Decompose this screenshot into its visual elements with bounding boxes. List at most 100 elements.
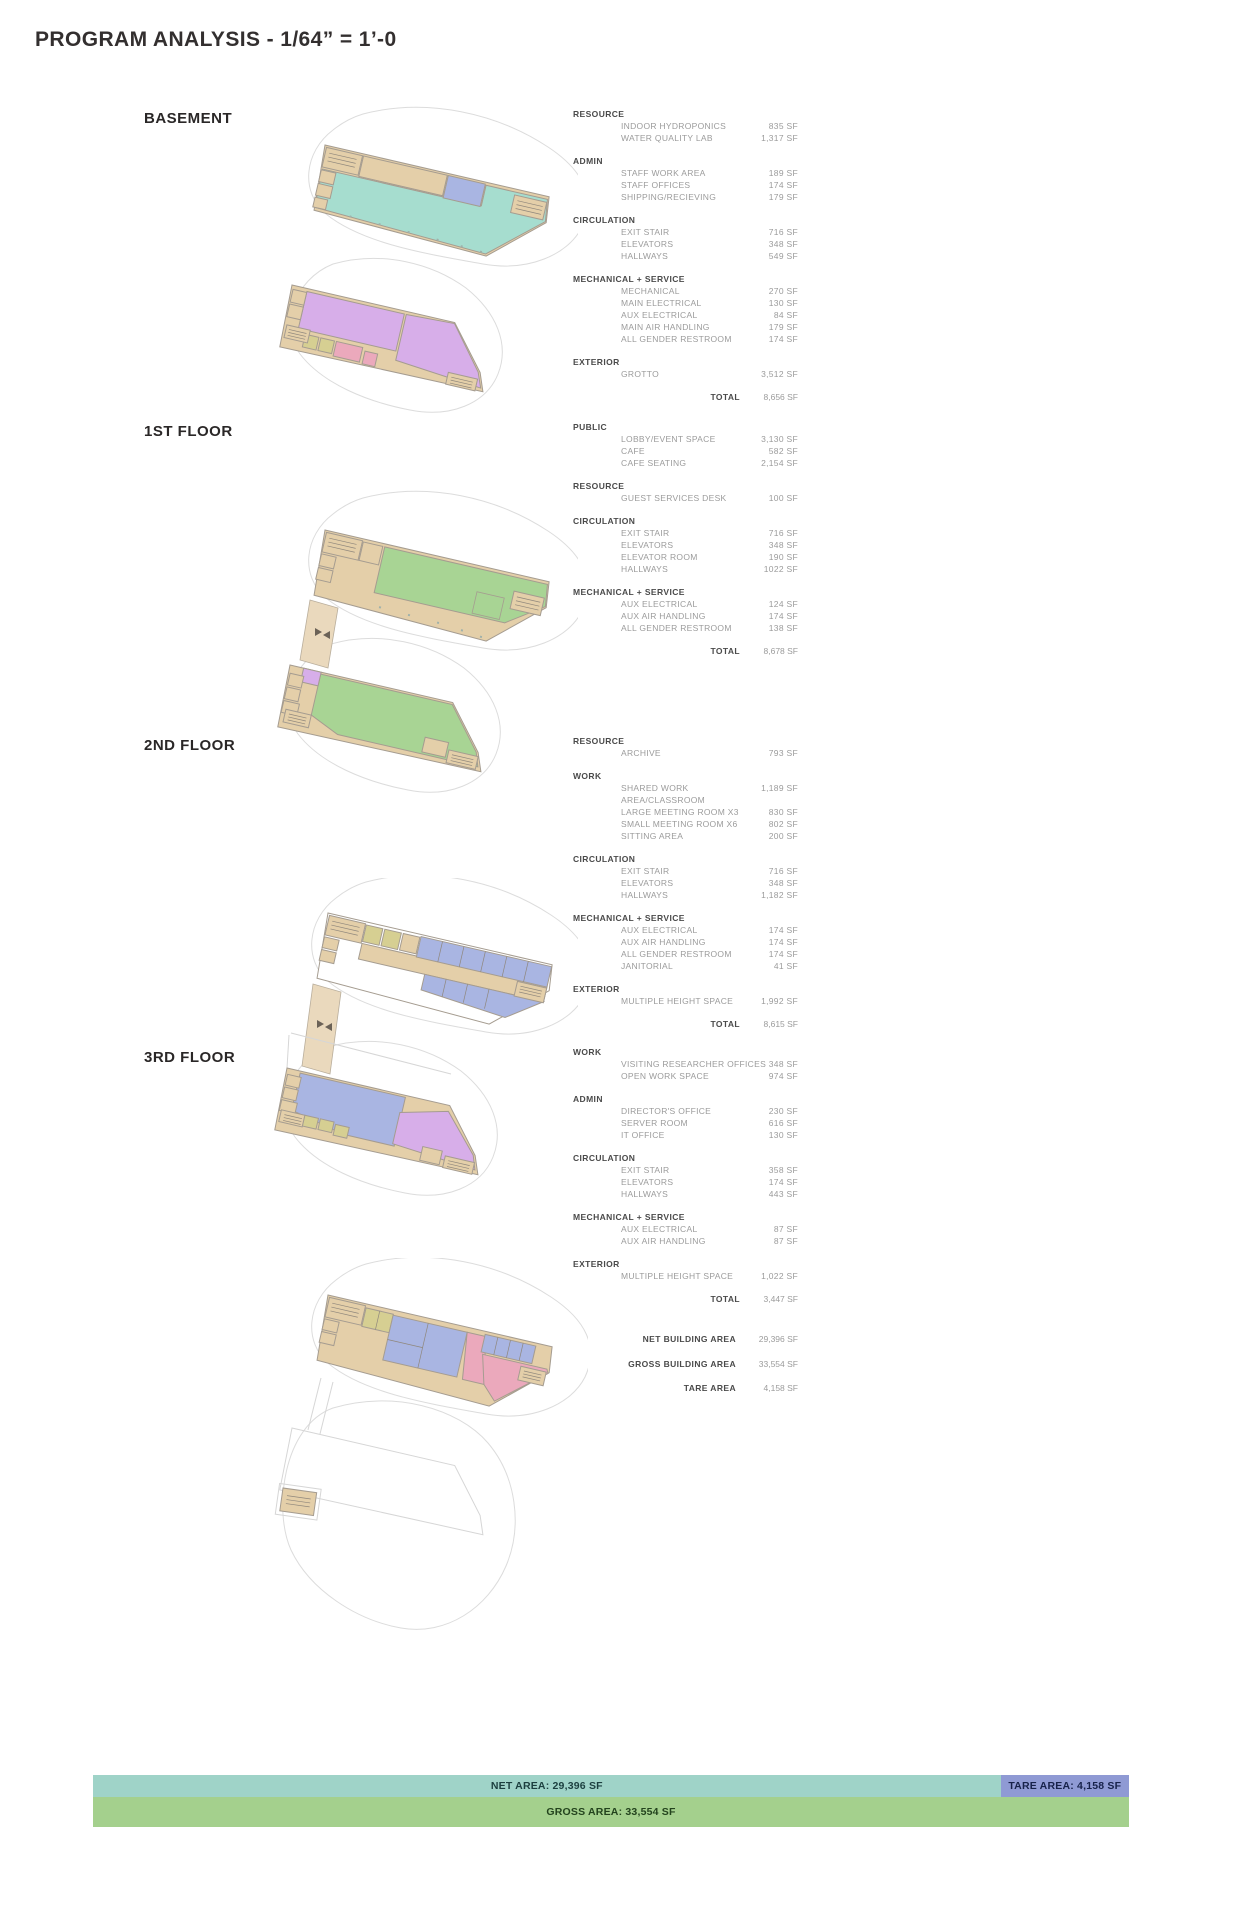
- program-row: AUX ELECTRICAL 124 SF: [573, 598, 798, 610]
- program-name: MULTIPLE HEIGHT SPACE: [621, 996, 734, 1006]
- program-area: 1,022 SF: [761, 1271, 798, 1281]
- program-area: 174 SF: [768, 334, 798, 344]
- program-name: INDOOR HYDROPONICS: [621, 121, 727, 131]
- category-label: MECHANICAL + SERVICE: [573, 1212, 685, 1222]
- program-row: CAFE SEATING 2,154 SF: [573, 457, 798, 469]
- program-name: ALL GENDER RESTROOM: [621, 623, 732, 633]
- program-row: ALL GENDER RESTROOM 174 SF: [573, 948, 798, 960]
- program-row: SERVER ROOM 616 SF: [573, 1117, 798, 1129]
- program-name: MECHANICAL: [621, 286, 680, 296]
- program-name: CAFE SEATING: [621, 458, 687, 468]
- stair-icon: [519, 985, 542, 998]
- program-name: HALLWAYS: [621, 251, 669, 261]
- program-area: 716 SF: [768, 227, 798, 237]
- program-area: 100 SF: [768, 493, 798, 503]
- program-area: 189 SF: [768, 168, 798, 178]
- category-label: CIRCULATION: [573, 516, 636, 526]
- category-label: MECHANICAL + SERVICE: [573, 587, 685, 597]
- category-label: RESOURCE: [573, 109, 625, 119]
- program-area: 348 SF: [768, 1059, 798, 1069]
- category-label: CIRCULATION: [573, 854, 636, 864]
- program-row: ELEVATORS 348 SF: [573, 238, 798, 250]
- program-name: VISITING RESEARCHER OFFICES: [621, 1059, 767, 1069]
- program-name: LOBBY/EVENT SPACE: [621, 434, 716, 444]
- program-area: 716 SF: [768, 528, 798, 538]
- program-area: 200 SF: [768, 831, 798, 841]
- floor-total-row: TOTAL 8,656 SF: [573, 391, 798, 403]
- program-name: AUX AIR HANDLING: [621, 611, 706, 621]
- program-row: EXIT STAIR 716 SF: [573, 527, 798, 539]
- program-name: ALL GENDER RESTROOM: [621, 949, 732, 959]
- total-label: TOTAL: [710, 1019, 740, 1029]
- program-area: 179 SF: [768, 322, 798, 332]
- program-area: 174 SF: [768, 925, 798, 935]
- program-area: 130 SF: [768, 298, 798, 308]
- second-floor-area-table: RESOURCE ARCHIVE 793 SF WORK SHARED WORK ARE…: [573, 735, 798, 1030]
- stair-icon: [450, 754, 474, 766]
- program-row: ALL GENDER RESTROOM 138 SF: [573, 622, 798, 634]
- program-area: 41 SF: [773, 961, 798, 971]
- gross-area-bar: GROSS AREA: 33,554 SF: [93, 1797, 1129, 1827]
- program-row: STAFF WORK AREA 189 SF: [573, 167, 798, 179]
- column-dots: [378, 606, 483, 639]
- program-area: 174 SF: [768, 1177, 798, 1187]
- program-row: EXIT STAIR 358 SF: [573, 1164, 798, 1176]
- program-area: 835 SF: [768, 121, 798, 131]
- program-area: 793 SF: [768, 748, 798, 758]
- program-name: AUX AIR HANDLING: [621, 1236, 706, 1246]
- program-name: ELEVATORS: [621, 540, 674, 550]
- category-label: RESOURCE: [573, 481, 625, 491]
- site-outline: [311, 878, 578, 1035]
- stair-icon: [330, 920, 360, 936]
- gross-area-label: GROSS AREA: 33,554 SF: [546, 1806, 676, 1818]
- program-row: VISITING RESEARCHER OFFICES 348 SF: [573, 1058, 798, 1070]
- program-name: ELEVATORS: [621, 1177, 674, 1187]
- program-area: 974 SF: [768, 1071, 798, 1081]
- program-name: OPEN WORK SPACE: [621, 1071, 709, 1081]
- program-name: WATER QUALITY LAB: [621, 133, 713, 143]
- program-row: IT OFFICE 130 SF: [573, 1129, 798, 1141]
- program-name: GROTTO: [621, 369, 660, 379]
- elevator-bridge: [301, 983, 342, 1075]
- program-name: ELEVATOR ROOM: [621, 552, 698, 562]
- program-row: SHIPPING/RECIEVING 179 SF: [573, 191, 798, 203]
- program-area: 87 SF: [773, 1236, 798, 1246]
- program-row: AUX ELECTRICAL 84 SF: [573, 309, 798, 321]
- program-row: ELEVATOR ROOM 190 SF: [573, 551, 798, 563]
- category-label: MECHANICAL + SERVICE: [573, 913, 685, 923]
- second-floor-plan: [274, 878, 578, 1196]
- program-name: MAIN AIR HANDLING: [621, 322, 710, 332]
- program-name: CAFE: [621, 446, 645, 456]
- program-name: EXIT STAIR: [621, 866, 670, 876]
- stair-icon: [287, 329, 307, 340]
- net-area-bar: NET AREA: 29,396 SF: [93, 1775, 1001, 1797]
- third-floor-area-table: WORK VISITING RESEARCHER OFFICES 348 SF OPE…: [573, 1046, 798, 1305]
- program-name: JANITORIAL: [621, 961, 673, 971]
- category-label: EXTERIOR: [573, 1259, 620, 1269]
- stair-icon: [446, 1160, 470, 1172]
- program-area: 1,189 SF: [761, 783, 798, 793]
- program-name: HALLWAYS: [621, 564, 669, 574]
- program-name: LARGE MEETING ROOM X3: [621, 807, 739, 817]
- program-name: EXIT STAIR: [621, 528, 670, 538]
- total-value: 3,447 SF: [763, 1294, 799, 1304]
- program-area: 190 SF: [768, 552, 798, 562]
- guest-services-room: [471, 591, 505, 620]
- summary-row: TARE AREA 4,158 SF: [498, 1382, 798, 1394]
- program-name: GUEST SERVICES DESK: [621, 493, 727, 503]
- floor-label-1st: 1ST FLOOR: [144, 423, 233, 440]
- floor-label-3rd: 3RD FLOOR: [144, 1049, 236, 1066]
- stair-icon: [514, 596, 541, 611]
- program-row: HALLWAYS 549 SF: [573, 250, 798, 262]
- program-area: 348 SF: [768, 540, 798, 550]
- site-outline: [308, 490, 578, 651]
- program-name: IT OFFICE: [621, 1130, 665, 1140]
- net-tare-bar: NET AREA: 29,396 SF TARE AREA: 4,158 SF: [93, 1775, 1129, 1797]
- floor-total-row: TOTAL 8,615 SF: [573, 1018, 798, 1030]
- program-name: DIRECTOR'S OFFICE: [621, 1106, 712, 1116]
- program-row: MAIN AIR HANDLING 179 SF: [573, 321, 798, 333]
- program-name: EXIT STAIR: [621, 227, 670, 237]
- summary-value: 33,554 SF: [758, 1358, 798, 1369]
- program-row: AUX AIR HANDLING 174 SF: [573, 936, 798, 948]
- site-outline: [308, 106, 578, 267]
